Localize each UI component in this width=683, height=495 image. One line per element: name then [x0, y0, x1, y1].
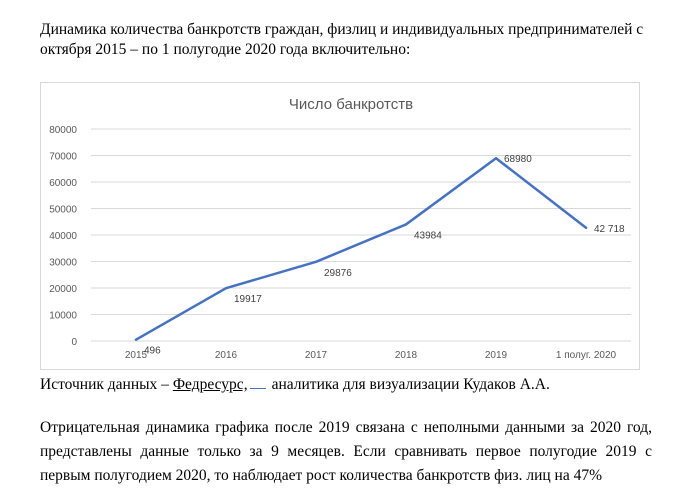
data-label: 29876: [324, 268, 352, 279]
source-prefix: Источник данных –: [40, 376, 173, 393]
body-text: Отрицательная динамика графика после 201…: [40, 419, 652, 484]
x-tick-label: 2018: [395, 350, 418, 361]
data-label: 19917: [234, 294, 262, 305]
x-tick-label: 2016: [215, 350, 238, 361]
x-tick-label: 2015: [125, 350, 148, 361]
data-point: [494, 157, 498, 160]
data-point: [134, 338, 138, 341]
data-point: [584, 226, 588, 229]
data-point: [314, 260, 318, 264]
chart-title: Число банкротств: [289, 96, 413, 113]
source-link[interactable]: Федресурс,: [172, 376, 248, 393]
data-label: 68980: [504, 154, 532, 165]
y-tick-label: 60000: [49, 178, 77, 189]
data-point: [224, 287, 228, 290]
source-suffix: аналитика для визуализации Кудаков А.А.: [271, 376, 550, 393]
body-paragraph: Отрицательная динамика графика после 201…: [40, 416, 652, 488]
y-tick-label: 40000: [49, 231, 77, 242]
link-underline: [249, 374, 266, 389]
x-tick-label: 2019: [485, 350, 508, 361]
data-label: 43984: [414, 230, 442, 241]
y-tick-label: 0: [71, 337, 77, 348]
data-label: 496: [144, 346, 161, 357]
source-line: Источник данных – Федресурс, аналитика дл…: [40, 374, 660, 395]
line-chart: Число банкротств 0 10000 20000 30000 40000 500…: [49, 96, 631, 361]
chart-container: Число банкротств 0 10000 20000 30000 40000 500…: [40, 82, 640, 370]
y-tick-label: 20000: [49, 284, 77, 295]
data-point: [404, 223, 408, 226]
data-label: 42 718: [594, 224, 625, 235]
x-tick-label: 2017: [305, 350, 328, 361]
y-tick-label: 50000: [49, 205, 77, 216]
y-tick-label: 70000: [49, 152, 77, 163]
y-tick-label: 30000: [49, 258, 77, 269]
page-heading: Динамика количества банкротств граждан, …: [40, 21, 644, 58]
y-tick-label: 10000: [49, 311, 77, 322]
series-line: [134, 156, 588, 341]
y-tick-label: 80000: [49, 125, 77, 136]
x-tick-label: 1 полуг. 2020: [556, 350, 617, 361]
